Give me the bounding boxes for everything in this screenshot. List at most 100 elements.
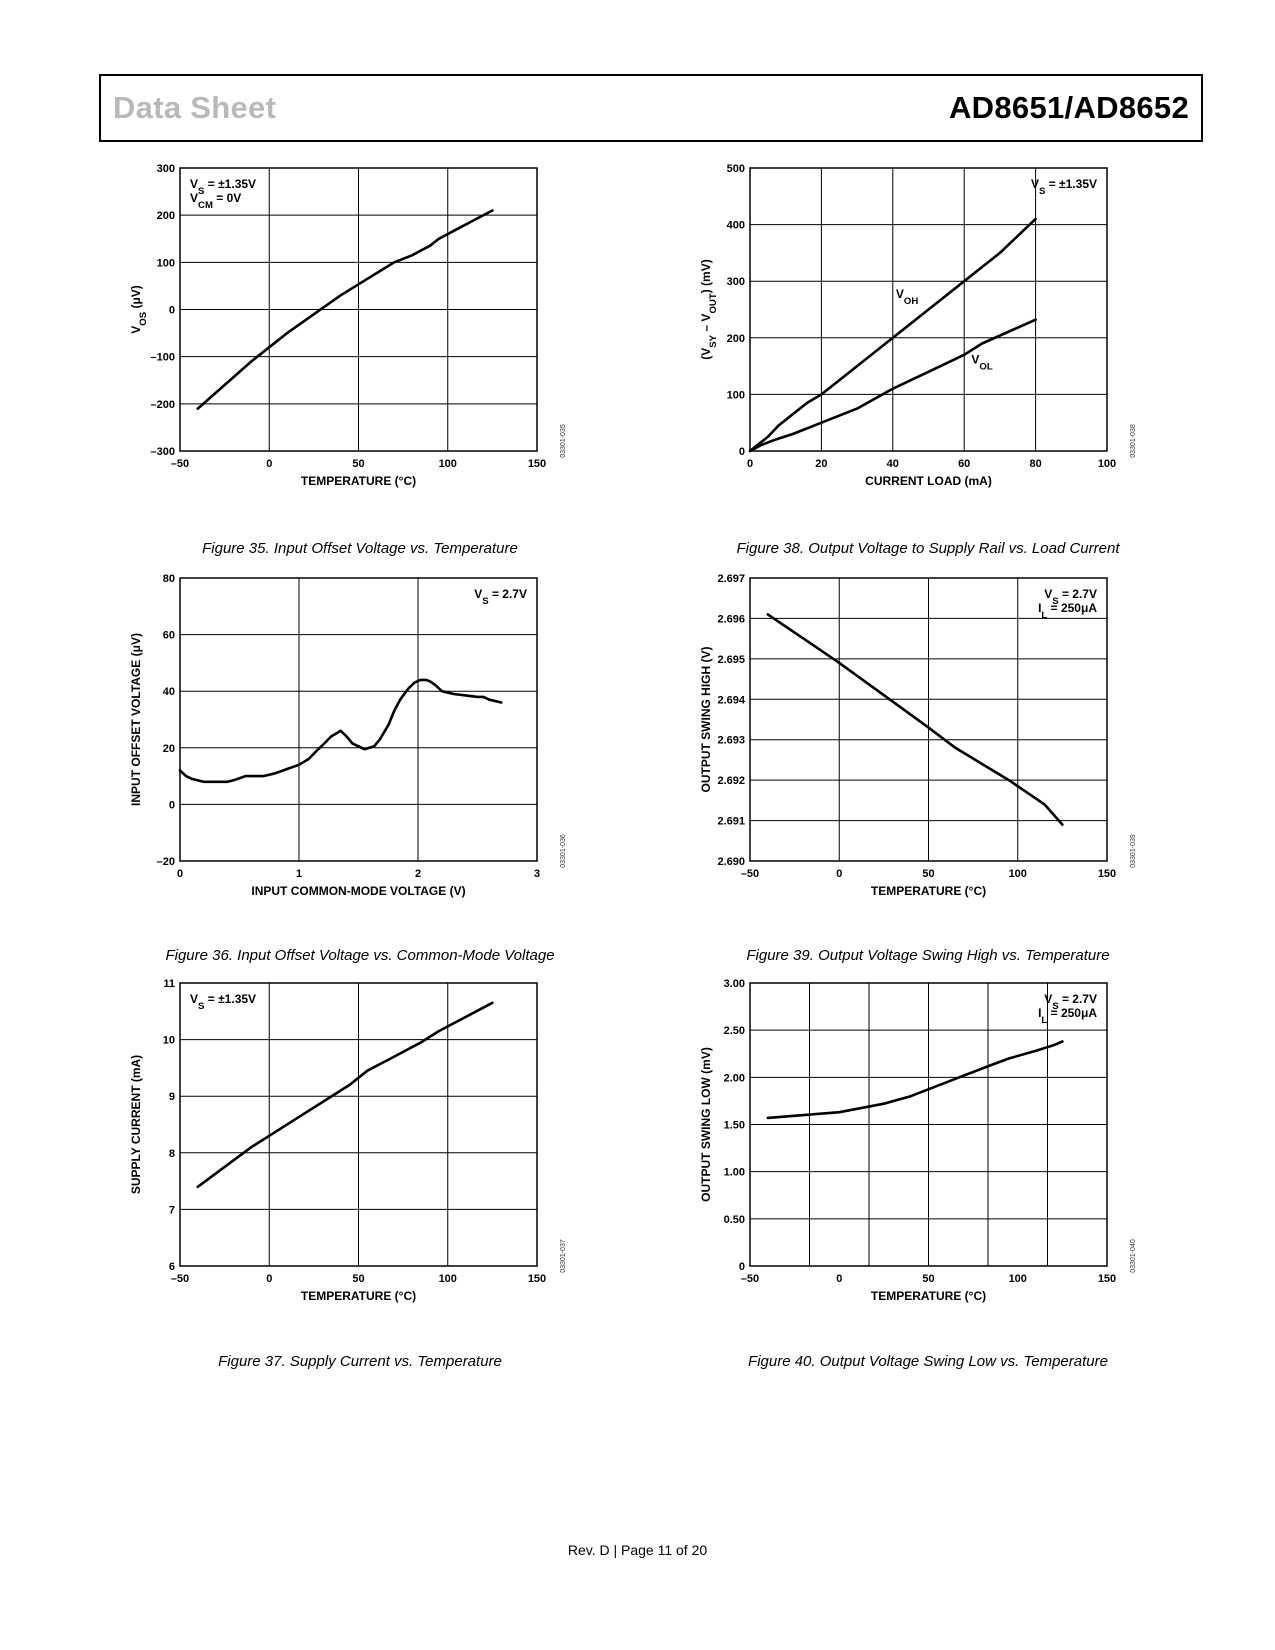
y-tick-label: 2.694 [717,694,745,706]
y-tick-label: –300 [151,446,175,458]
condition-annotation: VCM = 0V [190,191,241,211]
y-tick-label: 100 [727,389,745,401]
header-title-right: AD8651/AD8652 [949,90,1189,125]
condition-annotation: VS = 2.7V [1044,587,1097,607]
y-axis-label: SUPPLY CURRENT (mA) [129,1055,143,1194]
figure-code: 03301-038 [1130,424,1137,458]
plot-frame [749,982,1108,1267]
x-tick-label: 100 [439,1273,457,1285]
x-tick-label: 100 [1009,868,1027,880]
y-tick-label: 100 [157,257,175,269]
figure-code: 03301-036 [560,834,567,868]
y-tick-label: 0 [739,446,745,458]
x-tick-label: 3 [534,868,540,880]
condition-annotation: VS = ±1.35V [1031,177,1097,197]
y-tick-label: 2.696 [717,613,745,625]
plot-frame [179,577,538,862]
condition-annotation: IL = 250μA [1038,601,1097,621]
figure-code: 03301-040 [1130,1239,1137,1273]
y-tick-label: 7 [169,1204,175,1216]
x-axis-label: INPUT COMMON-MODE VOLTAGE (V) [251,884,465,898]
x-tick-label: 0 [747,458,753,470]
header-title-left: Data Sheet [113,90,277,125]
series-line-voh [748,217,1037,453]
x-tick-label: 150 [528,1273,546,1285]
x-axis-label: TEMPERATURE (°C) [871,884,986,898]
figure-code: 03301-037 [560,1239,567,1273]
series-line-vol [748,318,1037,453]
x-tick-label: 0 [836,1273,842,1285]
x-tick-label: 150 [528,458,546,470]
series-line [196,209,494,410]
plot-frame [749,167,1108,452]
x-axis-label: TEMPERATURE (°C) [301,474,416,488]
x-tick-label: 100 [1098,458,1116,470]
y-tick-label: 2.693 [717,735,745,747]
y-tick-label: 2.692 [717,775,745,787]
x-axis-label: TEMPERATURE (°C) [301,1289,416,1303]
y-tick-label: 2.50 [724,1025,745,1037]
y-tick-label: 40 [163,686,175,698]
y-axis-label: (VSY – VOUT) (mV) [699,259,719,359]
plot-frame [179,167,538,452]
y-tick-label: –100 [151,352,175,364]
y-tick-label: 2.691 [717,816,745,828]
condition-annotation: VS = 2.7V [474,587,527,607]
condition-annotation: IL = 250μA [1038,1006,1097,1026]
y-tick-label: 80 [163,573,175,585]
chart-fig39: –50 0 50 100 150 2.690 2.691 2.692 2.693 2.694 2.6… [699,573,1137,898]
y-tick-label: 300 [727,276,745,288]
page-footer: Rev. D | Page 11 of 20 [567,1542,708,1558]
y-tick-label: 2.690 [717,856,745,868]
y-tick-label: 0 [739,1261,745,1273]
series-label: VOL [971,352,992,372]
figure-code: 03301-035 [560,424,567,458]
y-tick-label: 2.695 [717,654,745,666]
y-tick-label: 11 [163,978,175,990]
x-tick-label: 2 [415,868,421,880]
series-line [178,678,503,784]
y-tick-label: 6 [169,1261,175,1273]
y-tick-label: 0 [169,305,175,317]
y-tick-label: 200 [157,210,175,222]
y-axis-label: OUTPUT SWING HIGH (V) [699,647,713,793]
series-line [766,1040,1064,1120]
series-label: VOH [896,287,918,307]
x-tick-label: 0 [266,458,272,470]
y-tick-label: –20 [157,856,175,868]
x-tick-label: 0 [836,868,842,880]
y-tick-label: 9 [169,1091,175,1103]
y-tick-label: 8 [169,1148,175,1160]
x-tick-label: 50 [352,458,364,470]
x-tick-label: 0 [266,1273,272,1285]
caption-fig37: Figure 37. Supply Current vs. Temperatur… [218,1353,502,1370]
series-line [766,613,1064,826]
x-tick-label: –50 [171,458,189,470]
y-tick-label: 1.00 [724,1167,745,1179]
caption-fig36: Figure 36. Input Offset Voltage vs. Comm… [165,947,555,964]
series-line [196,1001,494,1189]
plot-frame [179,982,538,1267]
caption-fig38: Figure 38. Output Voltage to Supply Rail… [736,540,1120,557]
caption-fig35: Figure 35. Input Offset Voltage vs. Temp… [202,540,518,557]
chart-fig37: –50 0 50 100 150 6 7 8 9 10 11 TEMPERATURE (°C) SUPP… [129,978,567,1303]
y-tick-label: 2.697 [717,573,745,585]
caption-fig40: Figure 40. Output Voltage Swing Low vs. … [748,1353,1108,1370]
y-axis-label: OUTPUT SWING LOW (mV) [699,1047,713,1202]
figure-code: 03301-039 [1130,834,1137,868]
y-tick-label: 400 [727,220,745,232]
condition-annotation: VS = ±1.35V [190,177,256,197]
page-header: Data Sheet AD8651/AD8652 [99,74,1203,142]
x-tick-label: –50 [171,1273,189,1285]
y-tick-label: 0.50 [724,1214,745,1226]
x-tick-label: 150 [1098,868,1116,880]
x-tick-label: 80 [1029,458,1041,470]
y-tick-label: 2.00 [724,1072,745,1084]
x-tick-label: 1 [296,868,302,880]
chart-fig35: –50 0 50 100 150 –300 –200 –100 0 100 200 300 TEMPER… [129,163,567,488]
x-tick-label: 50 [922,868,934,880]
y-tick-label: 300 [157,163,175,175]
caption-fig39: Figure 39. Output Voltage Swing High vs.… [746,947,1110,964]
x-tick-label: 100 [1009,1273,1027,1285]
